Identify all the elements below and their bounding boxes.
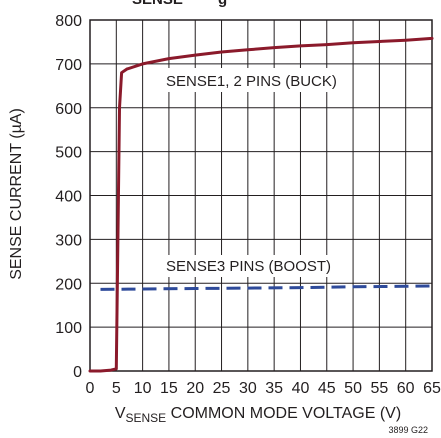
y-tick-label: 800 <box>55 13 82 30</box>
y-tick-label: 500 <box>55 145 82 162</box>
y-axis-label: SENSE CURRENT (µA) <box>8 108 25 280</box>
series-boost-line <box>100 284 433 291</box>
chart-title-partial-2: g <box>218 0 227 8</box>
annotation-background <box>162 68 342 92</box>
chart-title-partial: SENSE <box>132 0 183 8</box>
annotation-boost: SENSE3 PINS (BOOST) <box>166 258 331 275</box>
annotation-background <box>162 255 338 277</box>
y-tick-label: 0 <box>73 364 82 381</box>
x-tick-label: 20 <box>186 380 204 397</box>
x-tick-label: 45 <box>318 380 336 397</box>
x-tick-label: 25 <box>213 380 231 397</box>
x-tick-label: 35 <box>265 380 283 397</box>
annotation-buck: SENSE1, 2 PINS (BUCK) <box>166 73 337 90</box>
y-tick-label: 200 <box>55 276 82 293</box>
annotation-layer: SENSE1, 2 PINS (BUCK) SENSE3 PINS (BOOST) <box>162 68 342 277</box>
x-tick-label: 10 <box>134 380 152 397</box>
y-tick-label: 700 <box>55 57 82 74</box>
y-tick-label: 300 <box>55 232 82 249</box>
y-tick-labels: 0 100 200 300 400 500 600 700 800 <box>55 13 82 381</box>
x-tick-label: 65 <box>423 380 441 397</box>
x-tick-label: 30 <box>239 380 257 397</box>
x-tick-label: 40 <box>292 380 310 397</box>
x-tick-label: 60 <box>397 380 415 397</box>
x-tick-label: 0 <box>86 380 95 397</box>
x-tick-labels: 0 5 10 15 20 25 30 35 40 45 50 55 60 65 <box>86 380 441 397</box>
x-tick-label: 55 <box>370 380 388 397</box>
x-tick-label: 50 <box>344 380 362 397</box>
x-axis-label: VSENSE COMMON MODE VOLTAGE (V) <box>115 405 401 425</box>
y-tick-label: 600 <box>55 101 82 118</box>
x-tick-label: 15 <box>160 380 178 397</box>
figure-code: 3899 G22 <box>388 425 428 435</box>
y-tick-label: 400 <box>55 189 82 206</box>
series-layer <box>88 36 434 373</box>
series-buck-line <box>88 36 434 373</box>
x-tick-label: 5 <box>112 380 121 397</box>
plot-frame <box>89 19 433 372</box>
y-tick-label: 100 <box>55 320 82 337</box>
